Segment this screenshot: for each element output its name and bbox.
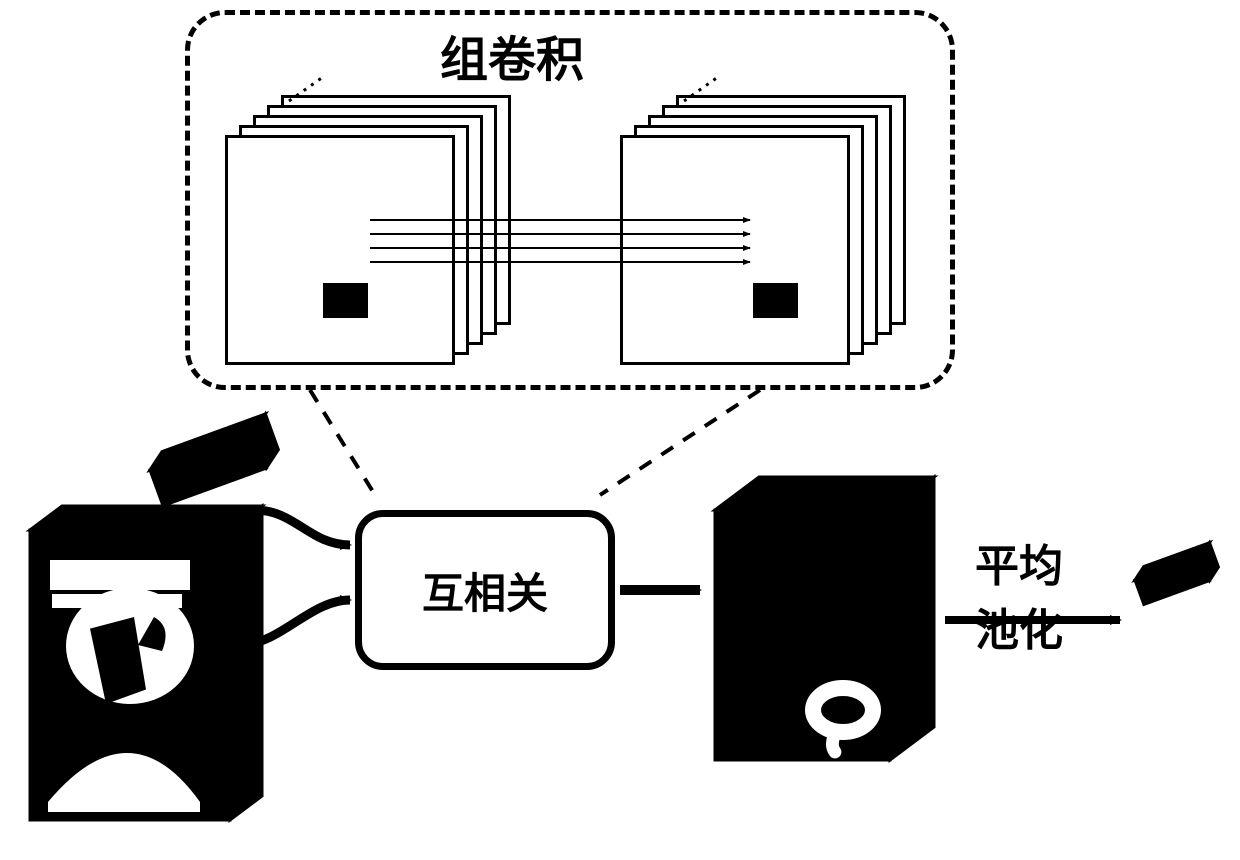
feature-plane: [225, 135, 455, 365]
kernel-blob: [753, 283, 798, 318]
pool-line1: 平均: [975, 530, 1063, 594]
xcorr-label: 互相关: [422, 560, 548, 621]
diagram-canvas: 组卷积 互相关 平均 池化: [0, 0, 1240, 860]
group-conv-title: 组卷积: [440, 20, 584, 90]
feature-stack-left: [225, 95, 525, 375]
kernel-blob: [323, 283, 368, 318]
pool-line2: 池化: [975, 594, 1063, 658]
avg-pool-label: 平均 池化: [975, 530, 1063, 658]
xcorr-node: 互相关: [355, 510, 615, 670]
feature-stack-right: [620, 95, 920, 375]
feature-plane: [620, 135, 850, 365]
